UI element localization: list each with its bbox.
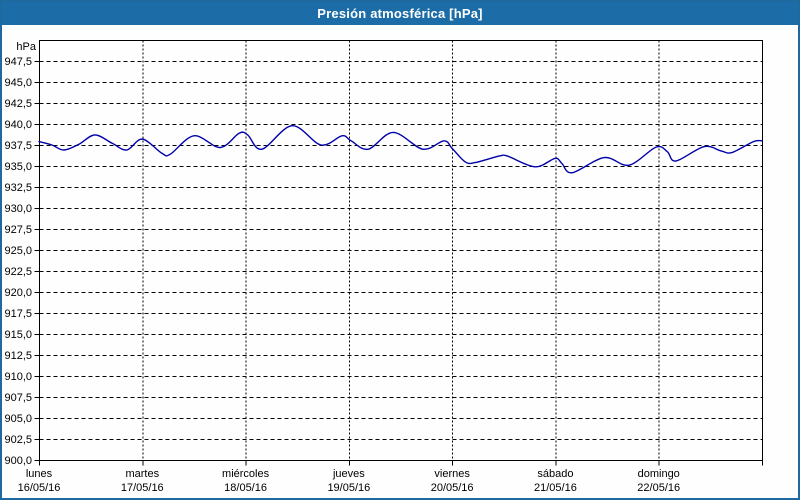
chart-area: hPa 900,0 902,5 905,0 907,5 910,0 912,5 915,0 91… [2, 25, 798, 498]
y-tick-label: 937,5 [4, 140, 32, 152]
y-tick-label: 930,0 [4, 203, 32, 215]
x-day-label: viernes [434, 468, 470, 480]
x-date-label: 20/05/16 [431, 482, 474, 494]
x-day-label: lunes [26, 468, 53, 480]
y-tick-label: 905,0 [4, 413, 32, 425]
y-tick-label: 907,5 [4, 392, 32, 404]
x-day-label: domingo [638, 468, 680, 480]
y-tick-label: 902,5 [4, 434, 32, 446]
x-day-label: jueves [332, 468, 365, 480]
window-title-bar: Presión atmosférica [hPa] [2, 2, 798, 25]
x-day-label: sábado [537, 468, 573, 480]
y-tick-label: 915,0 [4, 329, 32, 341]
y-tick-label: 920,0 [4, 287, 32, 299]
y-tick-label: 932,5 [4, 182, 32, 194]
pressure-chart: hPa 900,0 902,5 905,0 907,5 910,0 912,5 915,0 91… [4, 40, 763, 494]
y-tick-label: 945,0 [4, 77, 32, 89]
y-tick-label: 940,0 [4, 119, 32, 131]
window-title: Presión atmosférica [hPa] [317, 6, 483, 21]
y-tick-label: 912,5 [4, 350, 32, 362]
x-date-label: 16/05/16 [18, 482, 61, 494]
pressure-line [38, 124, 763, 174]
x-date-label: 19/05/16 [327, 482, 370, 494]
y-tick-label: 910,0 [4, 371, 32, 383]
y-tick-label: 922,5 [4, 266, 32, 278]
y-tick-label: 927,5 [4, 224, 32, 236]
axis-labels: hPa 900,0 902,5 905,0 907,5 910,0 912,5 915,0 91… [4, 41, 680, 494]
y-tick-label: 900,0 [4, 455, 32, 467]
x-date-label: 18/05/16 [224, 482, 267, 494]
x-day-label: martes [125, 468, 159, 480]
y-axis-unit-label: hPa [16, 41, 36, 53]
y-tick-label: 935,0 [4, 161, 32, 173]
x-day-label: miércoles [222, 468, 270, 480]
y-tick-label: 947,5 [4, 56, 32, 68]
x-date-label: 17/05/16 [121, 482, 164, 494]
y-tick-label: 925,0 [4, 245, 32, 257]
x-date-label: 22/05/16 [637, 482, 680, 494]
y-tick-label: 917,5 [4, 308, 32, 320]
y-tick-label: 942,5 [4, 98, 32, 110]
grid-and-axes [34, 40, 763, 466]
x-date-label: 21/05/16 [534, 482, 577, 494]
